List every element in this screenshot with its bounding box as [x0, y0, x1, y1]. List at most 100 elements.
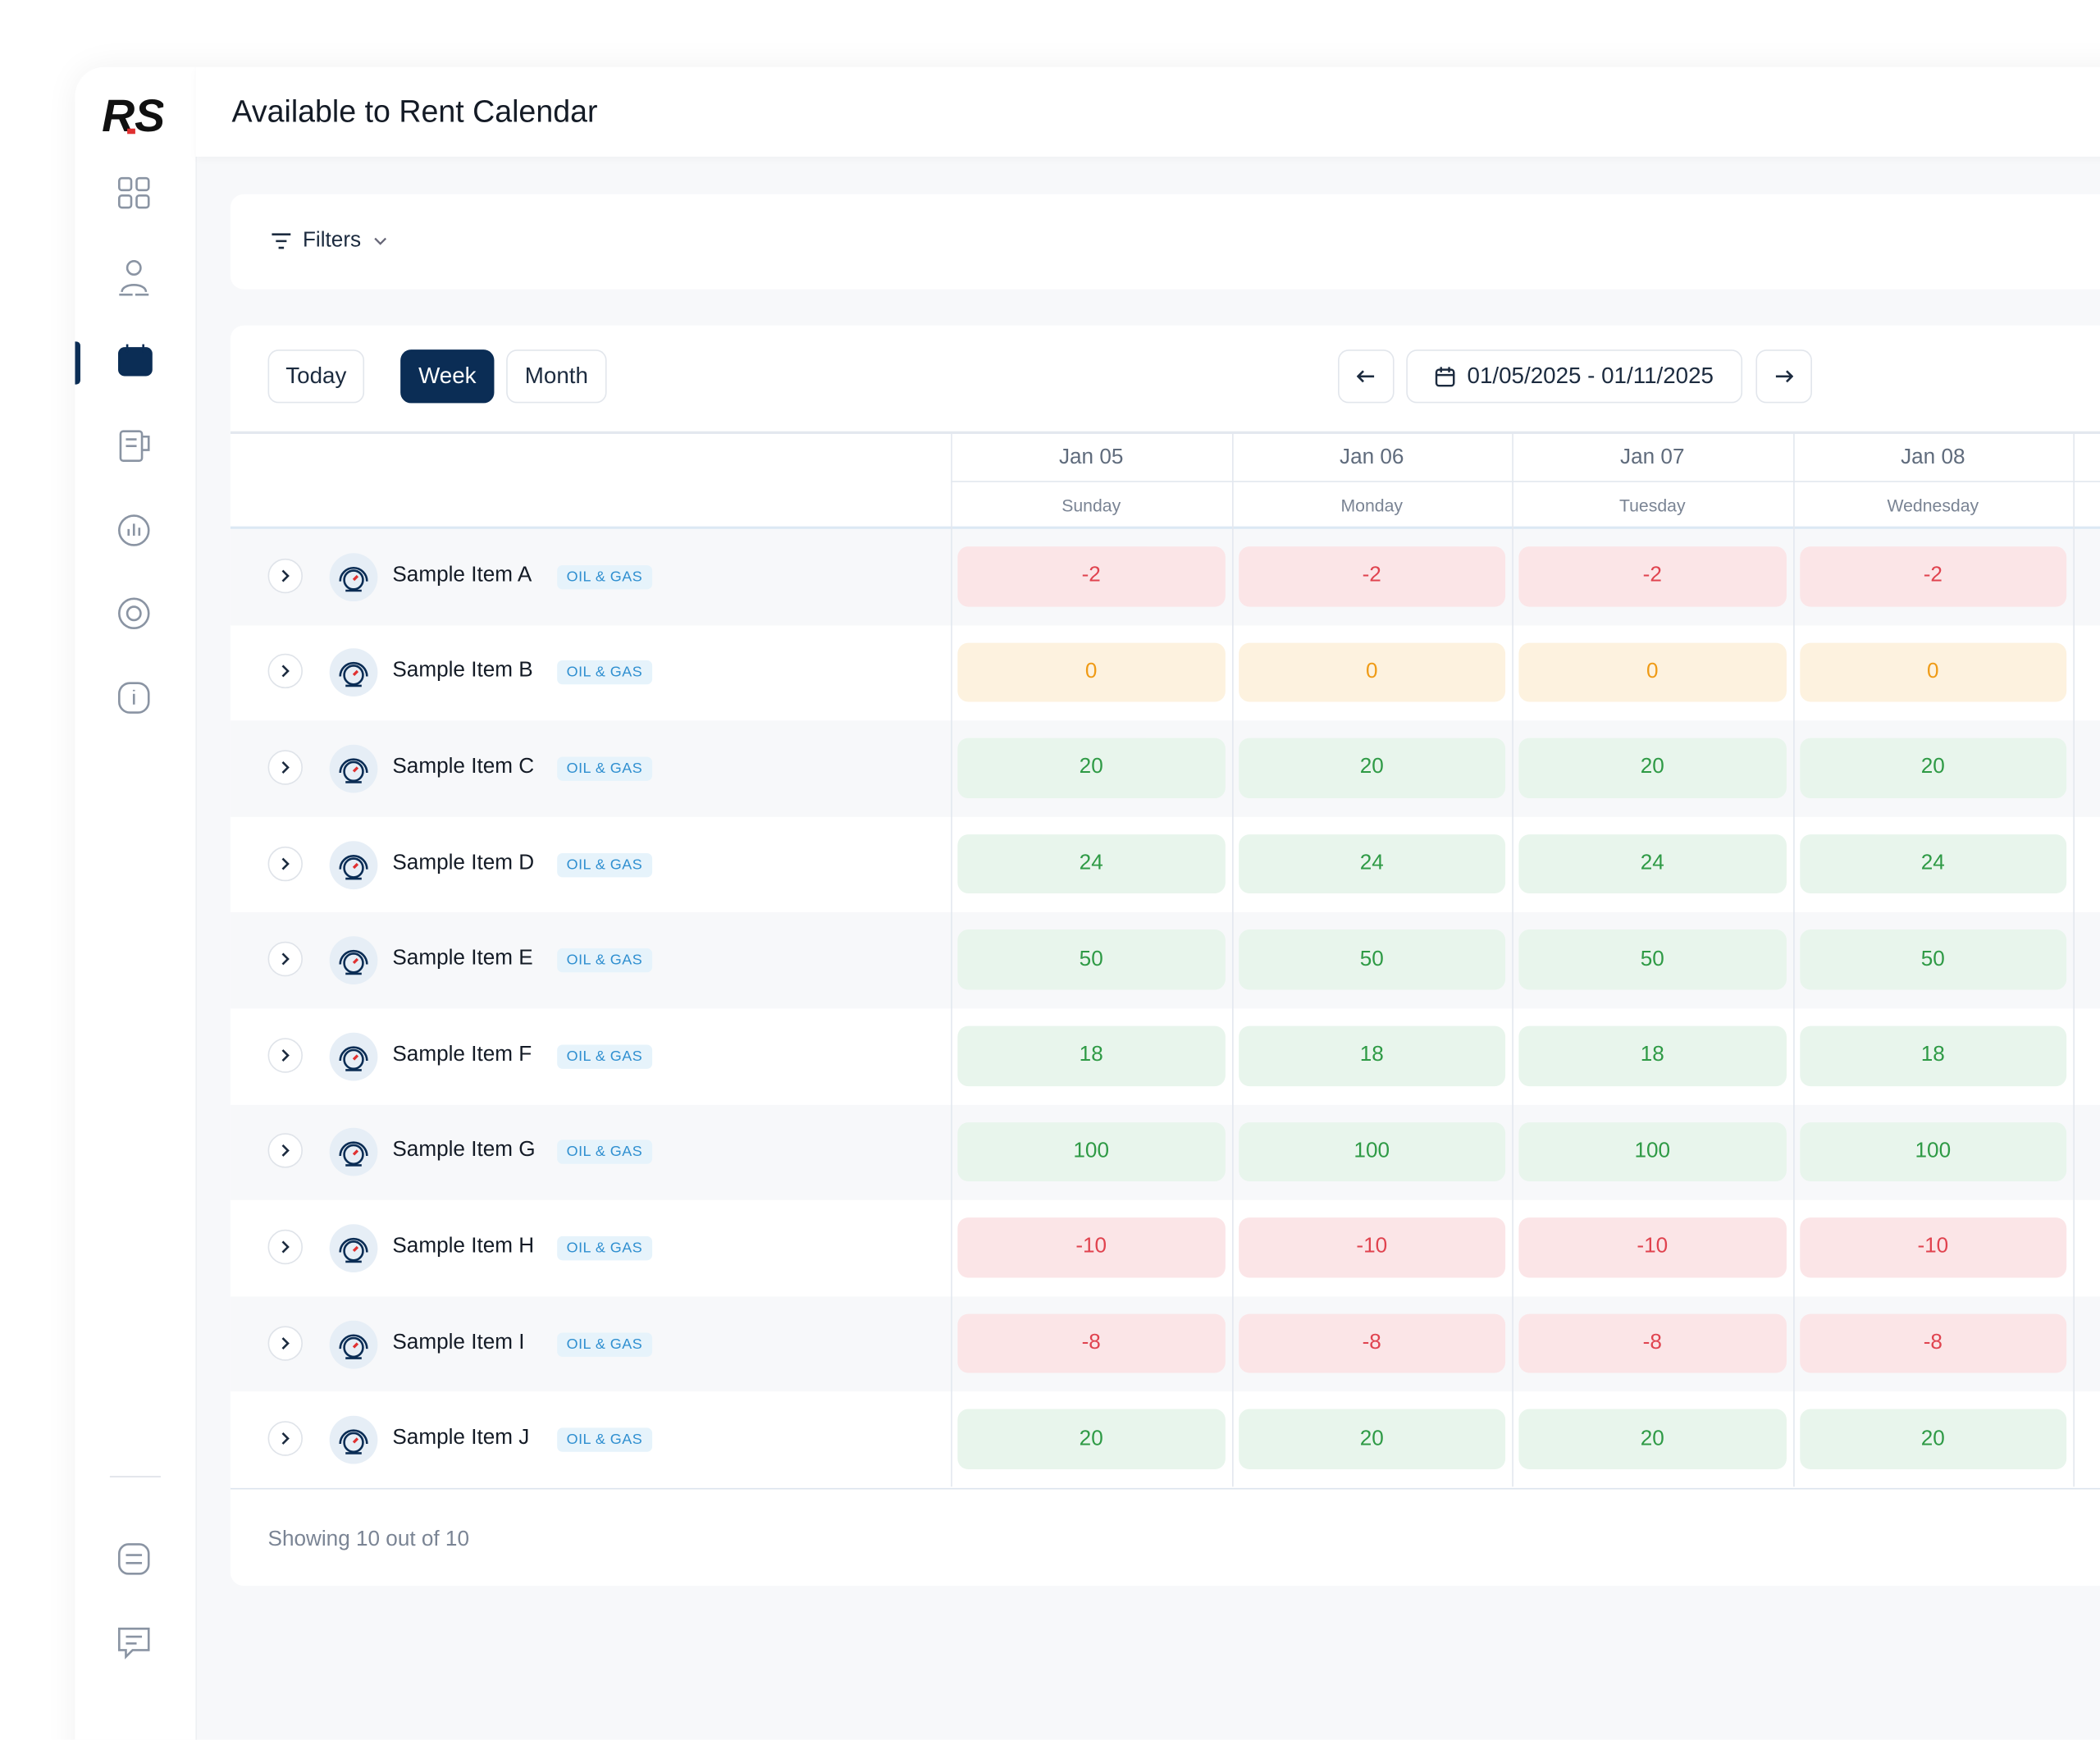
- app-frame: RS Available to Rent Calendar Filters To…: [75, 66, 2100, 1740]
- item-icon: [329, 648, 378, 697]
- availability-cell: 50: [1238, 929, 1506, 990]
- item-name: Sample Item B: [392, 659, 533, 683]
- page-title: Available to Rent Calendar: [231, 94, 598, 129]
- availability-cell: 100: [957, 1121, 1226, 1182]
- availability-cell: 24: [1238, 833, 1506, 894]
- day-date: Jan 07: [1620, 445, 1685, 469]
- month-button[interactable]: Month: [506, 349, 607, 404]
- availability-cell: 24: [957, 833, 1226, 894]
- availability-cell: -2: [1799, 546, 2067, 606]
- expand-button[interactable]: [267, 1037, 303, 1073]
- nav-icons[interactable]: [115, 174, 155, 817]
- availability-cell: 20: [1799, 1409, 2067, 1469]
- availability-cell: 20: [1518, 1409, 1787, 1469]
- expand-button[interactable]: [267, 1133, 303, 1169]
- calendar-card: Today Week Month 01/05/2025 - 01/11/2025…: [230, 325, 2100, 1587]
- header-divider: [951, 481, 2100, 482]
- item-tag: OIL & GAS: [557, 852, 652, 877]
- item-tag: OIL & GAS: [557, 1044, 652, 1069]
- logo: RS: [102, 91, 163, 139]
- availability-cell: 100: [1799, 1121, 2067, 1182]
- top-bar: Available to Rent Calendar: [195, 66, 2100, 158]
- availability-cell: 50: [957, 929, 1226, 990]
- item-name: Sample Item E: [392, 947, 533, 970]
- day-weekday: Tuesday: [1618, 496, 1686, 516]
- date-range[interactable]: 01/05/2025 - 01/11/2025: [1406, 349, 1743, 404]
- expand-button[interactable]: [267, 558, 303, 593]
- item-icon: [329, 840, 378, 889]
- availability-cell: -2: [1238, 546, 1506, 606]
- expand-button[interactable]: [267, 1421, 303, 1456]
- availability-cell: 20: [957, 1409, 1226, 1469]
- item-icon: [329, 1128, 378, 1177]
- filter-icon: [272, 233, 291, 249]
- nav-active: [75, 341, 80, 385]
- availability-cell: -10: [1799, 1217, 2067, 1278]
- header-border: [230, 526, 2100, 529]
- expand-button[interactable]: [267, 846, 303, 881]
- today-button[interactable]: Today: [267, 349, 365, 404]
- item-name: Sample Item F: [392, 1043, 532, 1066]
- expand-button[interactable]: [267, 750, 303, 785]
- availability-cell: 0: [957, 642, 1226, 702]
- availability-cell: -8: [1799, 1313, 2067, 1374]
- item-tag: OIL & GAS: [557, 1235, 652, 1261]
- availability-cell: -8: [957, 1313, 1226, 1374]
- filters-card: Filters: [230, 194, 2100, 290]
- day-weekday: Wednesday: [1887, 496, 1979, 516]
- column-border: [951, 433, 952, 1487]
- item-tag: OIL & GAS: [557, 1427, 652, 1453]
- expand-button[interactable]: [267, 1229, 303, 1265]
- item-name: Sample Item H: [392, 1235, 535, 1258]
- item-icon: [329, 1224, 378, 1273]
- item-name: Sample Item J: [392, 1427, 530, 1450]
- day-weekday: Monday: [1340, 496, 1403, 516]
- prev-button[interactable]: [1338, 349, 1395, 404]
- availability-cell: -8: [1518, 1313, 1787, 1374]
- item-icon: [329, 744, 378, 793]
- item-name: Sample Item A: [392, 564, 532, 587]
- filters-button[interactable]: Filters: [271, 229, 388, 253]
- next-button[interactable]: [1755, 349, 1812, 404]
- availability-cell: 20: [1238, 1409, 1506, 1469]
- availability-cell: 18: [1238, 1025, 1506, 1086]
- item-tag: OIL & GAS: [557, 948, 652, 973]
- week-button[interactable]: Week: [400, 349, 495, 404]
- availability-cell: 20: [1238, 738, 1506, 798]
- availability-cell: -2: [1518, 546, 1787, 606]
- item-icon: [329, 1416, 378, 1464]
- availability-cell: 0: [1799, 642, 2067, 702]
- availability-cell: 18: [957, 1025, 1226, 1086]
- day-date: Jan 05: [1058, 445, 1124, 469]
- expand-button[interactable]: [267, 654, 303, 689]
- availability-cell: 20: [1799, 738, 2067, 798]
- availability-cell: -10: [957, 1217, 1226, 1278]
- item-icon: [329, 552, 378, 601]
- footer-border: [230, 1487, 2100, 1490]
- availability-cell: 100: [1238, 1121, 1506, 1182]
- availability-cell: 20: [1518, 738, 1787, 798]
- item-name: Sample Item D: [392, 851, 535, 875]
- day-date: Jan 06: [1340, 445, 1404, 469]
- availability-cell: 24: [1518, 833, 1787, 894]
- divider: [109, 1476, 161, 1477]
- column-border: [1231, 433, 1233, 1487]
- item-tag: OIL & GAS: [557, 564, 652, 590]
- filters-label: Filters: [302, 229, 362, 252]
- availability-cell: 24: [1799, 833, 2067, 894]
- availability-cell: 50: [1799, 929, 2067, 990]
- column-border: [2073, 433, 2075, 1487]
- item-tag: OIL & GAS: [557, 1331, 652, 1357]
- item-icon: [329, 1032, 378, 1081]
- bottom-icons[interactable]: [115, 1541, 155, 1668]
- chevron: [373, 237, 386, 245]
- availability-cell: 0: [1238, 642, 1506, 702]
- availability-cell: -8: [1238, 1313, 1506, 1374]
- item-tag: OIL & GAS: [557, 756, 652, 781]
- expand-button[interactable]: [267, 1325, 303, 1361]
- expand-button[interactable]: [267, 942, 303, 977]
- showing-text: Showing 10 out of 10: [267, 1528, 469, 1551]
- table-top-border: [230, 431, 2100, 434]
